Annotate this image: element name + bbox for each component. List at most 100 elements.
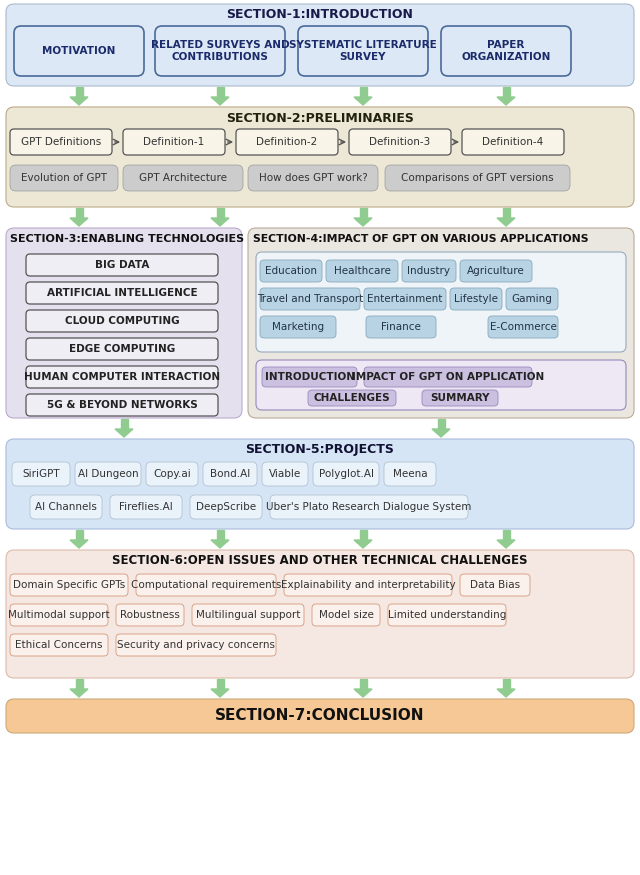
FancyBboxPatch shape — [262, 462, 308, 486]
Text: HUMAN COMPUTER INTERACTION: HUMAN COMPUTER INTERACTION — [24, 372, 220, 382]
FancyBboxPatch shape — [190, 495, 262, 519]
Text: Explainability and interpretability: Explainability and interpretability — [281, 580, 455, 590]
Polygon shape — [70, 97, 88, 105]
Text: BIG DATA: BIG DATA — [95, 260, 149, 270]
Text: Data Bias: Data Bias — [470, 580, 520, 590]
Text: CHALLENGES: CHALLENGES — [314, 393, 390, 403]
FancyBboxPatch shape — [146, 462, 198, 486]
Bar — [216, 87, 223, 97]
Polygon shape — [211, 218, 229, 226]
FancyBboxPatch shape — [10, 574, 128, 596]
Text: Definition-4: Definition-4 — [483, 137, 543, 147]
FancyBboxPatch shape — [262, 367, 357, 387]
FancyBboxPatch shape — [312, 604, 380, 626]
Polygon shape — [497, 540, 515, 548]
FancyBboxPatch shape — [116, 634, 276, 656]
FancyBboxPatch shape — [260, 260, 322, 282]
FancyBboxPatch shape — [270, 495, 468, 519]
Text: Definition-1: Definition-1 — [143, 137, 205, 147]
Text: SECTION-6:OPEN ISSUES AND OTHER TECHNICAL CHALLENGES: SECTION-6:OPEN ISSUES AND OTHER TECHNICA… — [112, 555, 528, 568]
Text: Evolution of GPT: Evolution of GPT — [21, 173, 107, 183]
Bar — [120, 419, 127, 429]
Polygon shape — [211, 540, 229, 548]
FancyBboxPatch shape — [6, 4, 634, 86]
Polygon shape — [211, 97, 229, 105]
Polygon shape — [497, 97, 515, 105]
Text: Multimodal support: Multimodal support — [8, 610, 110, 620]
Text: Bond.AI: Bond.AI — [210, 469, 250, 479]
Text: Comparisons of GPT versions: Comparisons of GPT versions — [401, 173, 554, 183]
FancyBboxPatch shape — [256, 360, 626, 410]
FancyBboxPatch shape — [26, 338, 218, 360]
FancyBboxPatch shape — [123, 129, 225, 155]
FancyBboxPatch shape — [462, 129, 564, 155]
Text: Limited understanding: Limited understanding — [388, 610, 506, 620]
Text: SECTION-4:IMPACT OF GPT ON VARIOUS APPLICATIONS: SECTION-4:IMPACT OF GPT ON VARIOUS APPLI… — [253, 234, 589, 244]
Bar — [360, 208, 367, 218]
Text: Fireflies.AI: Fireflies.AI — [119, 502, 173, 512]
FancyBboxPatch shape — [422, 390, 498, 406]
Text: How does GPT work?: How does GPT work? — [259, 173, 367, 183]
Polygon shape — [70, 540, 88, 548]
FancyBboxPatch shape — [123, 165, 243, 191]
Text: Healthcare: Healthcare — [333, 266, 390, 276]
Polygon shape — [354, 689, 372, 697]
Text: Viable: Viable — [269, 469, 301, 479]
FancyBboxPatch shape — [364, 367, 532, 387]
FancyBboxPatch shape — [384, 462, 436, 486]
Text: Computational requirements: Computational requirements — [131, 580, 281, 590]
Polygon shape — [497, 689, 515, 697]
Bar — [502, 679, 509, 689]
Text: Entertainment: Entertainment — [367, 294, 443, 304]
Text: SECTION-7:CONCLUSION: SECTION-7:CONCLUSION — [215, 709, 425, 724]
Text: SYSTEMATIC LITERATURE
SURVEY: SYSTEMATIC LITERATURE SURVEY — [289, 40, 437, 62]
Text: Copy.ai: Copy.ai — [153, 469, 191, 479]
Text: SECTION-5:PROJECTS: SECTION-5:PROJECTS — [246, 444, 394, 457]
FancyBboxPatch shape — [441, 26, 571, 76]
Bar — [76, 679, 83, 689]
Bar — [360, 679, 367, 689]
Polygon shape — [70, 218, 88, 226]
Text: Model size: Model size — [319, 610, 373, 620]
FancyBboxPatch shape — [388, 604, 506, 626]
Text: EDGE COMPUTING: EDGE COMPUTING — [69, 344, 175, 354]
Text: AI Dungeon: AI Dungeon — [77, 469, 138, 479]
Bar — [76, 208, 83, 218]
Text: INTRODUCTION: INTRODUCTION — [264, 372, 355, 382]
Polygon shape — [354, 540, 372, 548]
Text: ARTIFICIAL INTELLIGENCE: ARTIFICIAL INTELLIGENCE — [47, 288, 197, 298]
Bar — [216, 530, 223, 540]
Bar — [502, 208, 509, 218]
Text: GPT Definitions: GPT Definitions — [21, 137, 101, 147]
Text: E-Commerce: E-Commerce — [490, 322, 556, 332]
Bar — [216, 679, 223, 689]
Bar — [76, 87, 83, 97]
FancyBboxPatch shape — [10, 604, 108, 626]
Text: Definition-3: Definition-3 — [369, 137, 431, 147]
Polygon shape — [211, 689, 229, 697]
Text: Lifestyle: Lifestyle — [454, 294, 498, 304]
Text: SECTION-2:PRELIMINARIES: SECTION-2:PRELIMINARIES — [226, 111, 414, 124]
Text: Multilingual support: Multilingual support — [196, 610, 300, 620]
Text: AI Channels: AI Channels — [35, 502, 97, 512]
FancyBboxPatch shape — [349, 129, 451, 155]
Bar — [360, 87, 367, 97]
Text: Gaming: Gaming — [511, 294, 552, 304]
Text: Ethical Concerns: Ethical Concerns — [15, 640, 103, 650]
FancyBboxPatch shape — [6, 228, 242, 418]
FancyBboxPatch shape — [75, 462, 141, 486]
FancyBboxPatch shape — [26, 282, 218, 304]
Text: Domain Specific GPTs: Domain Specific GPTs — [13, 580, 125, 590]
FancyBboxPatch shape — [308, 390, 396, 406]
FancyBboxPatch shape — [450, 288, 502, 310]
FancyBboxPatch shape — [26, 366, 218, 388]
FancyBboxPatch shape — [260, 316, 336, 338]
FancyBboxPatch shape — [155, 26, 285, 76]
FancyBboxPatch shape — [366, 316, 436, 338]
FancyBboxPatch shape — [248, 228, 634, 418]
FancyBboxPatch shape — [26, 310, 218, 332]
Text: MOTIVATION: MOTIVATION — [42, 46, 116, 56]
FancyBboxPatch shape — [488, 316, 558, 338]
Text: GPT Architecture: GPT Architecture — [139, 173, 227, 183]
Text: PAPER
ORGANIZATION: PAPER ORGANIZATION — [461, 40, 550, 62]
